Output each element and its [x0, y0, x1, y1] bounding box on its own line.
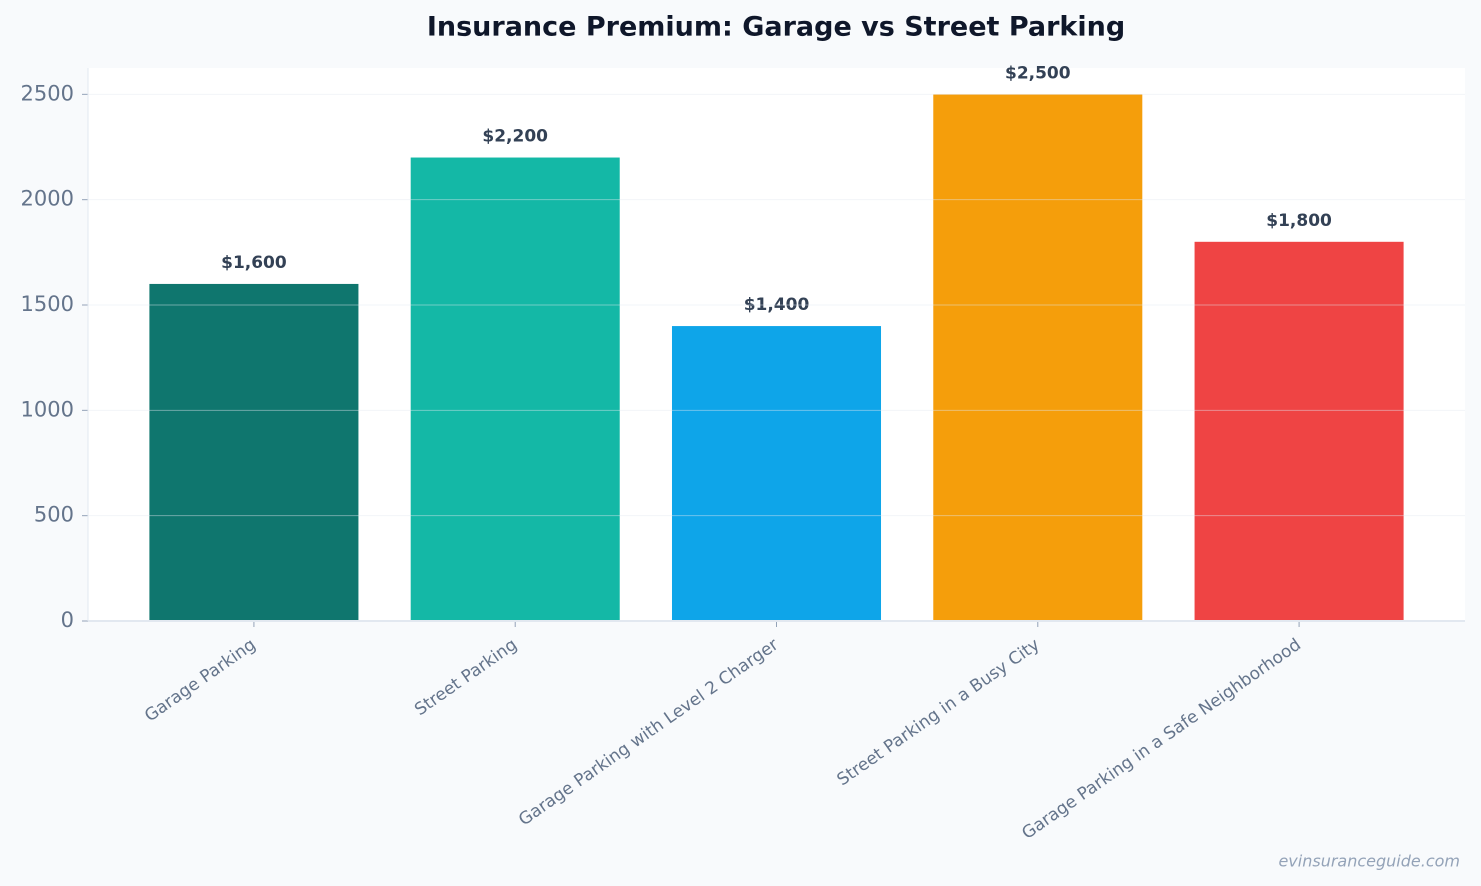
value-label: $1,800	[1266, 211, 1332, 231]
bar	[410, 157, 620, 622]
value-label: $1,400	[744, 295, 810, 315]
chart-title: Insurance Premium: Garage vs Street Park…	[427, 12, 1125, 43]
y-tick-label: 2000	[21, 187, 74, 211]
bar	[149, 283, 359, 621]
bar	[1194, 241, 1404, 622]
y-tick-label: 1500	[21, 292, 74, 316]
bar	[933, 94, 1143, 622]
y-tick-label: 2500	[21, 81, 74, 105]
y-tick-label: 0	[61, 608, 74, 632]
bar	[671, 326, 882, 621]
watermark: evinsuranceguide.com	[1278, 852, 1460, 871]
value-label: $1,600	[221, 253, 287, 273]
value-label: $2,500	[1005, 63, 1071, 83]
y-tick-label: 1000	[21, 397, 74, 421]
value-label: $2,200	[482, 127, 548, 147]
y-tick-label: 500	[34, 503, 74, 527]
